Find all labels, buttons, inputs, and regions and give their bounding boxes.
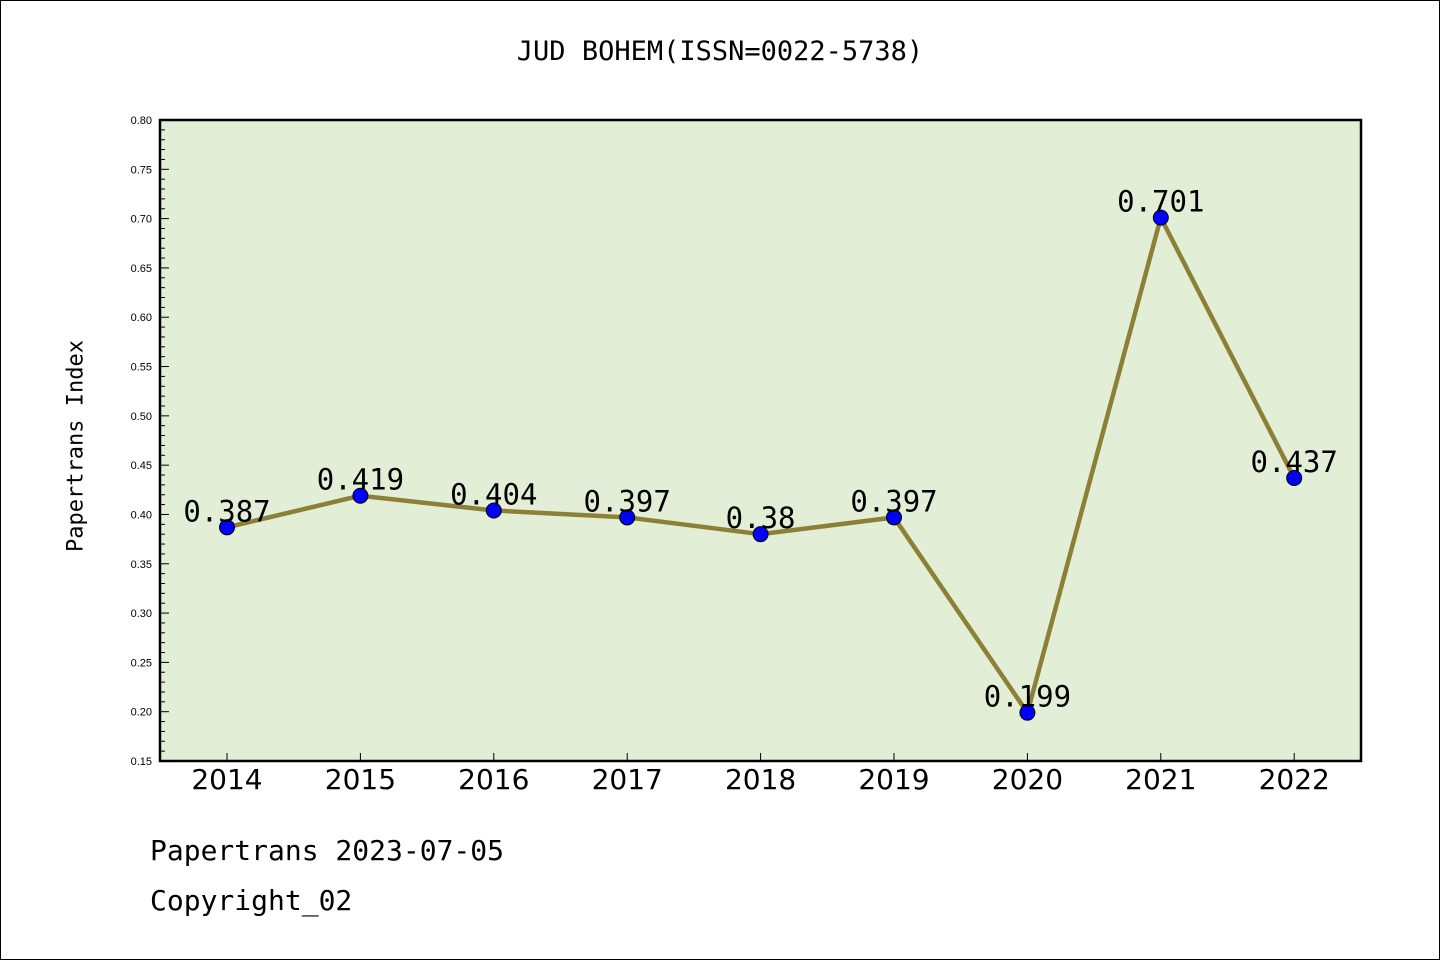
y-tick-label: 0.20: [131, 707, 152, 719]
data-point: [219, 519, 235, 536]
y-axis: 0.15 0.20 0.25 0.30 0.35 0.40 0.45 0.50 0.55 0.60…: [131, 115, 169, 768]
x-tick-label: 2022: [1259, 763, 1330, 796]
data-point: [1019, 704, 1036, 721]
y-tick-label: 0.55: [131, 362, 152, 374]
y-tick-label: 0.40: [131, 509, 152, 521]
y-tick-label: 0.75: [131, 164, 152, 176]
x-tick-label: 2020: [992, 763, 1063, 796]
data-point: [352, 487, 369, 504]
data-label: 0.404: [450, 478, 537, 512]
series: [219, 209, 1303, 721]
data-point: [886, 509, 902, 526]
plot-area: [158, 118, 1363, 763]
data-label: 0.199: [984, 680, 1071, 714]
y-tick-label: 0.15: [131, 756, 152, 768]
data-label: 0.397: [850, 484, 937, 518]
x-tick-label: 2019: [858, 763, 929, 796]
y-tick-label: 0.25: [131, 657, 152, 669]
data-labels: 0.387 0.419 0.404 0.397 0.38 0.397 0.199 0.701 0…: [183, 185, 1338, 714]
data-point: [485, 502, 502, 519]
y-tick-label: 0.65: [131, 263, 152, 275]
data-label: 0.38: [726, 501, 796, 535]
y-tick-label: 0.60: [131, 312, 152, 324]
data-label: 0.701: [1117, 185, 1204, 219]
x-axis: 2014 2015 2016 2017 2018 2019 2020 2021 2022: [191, 753, 1330, 796]
y-tick-label: 0.80: [131, 115, 152, 127]
y-tick-label: 0.45: [131, 460, 152, 472]
x-tick-label: 2018: [725, 763, 796, 796]
y-tick-label: 0.35: [131, 559, 152, 571]
data-point: [1152, 209, 1169, 226]
x-tick-label: 2021: [1125, 763, 1196, 796]
x-tick-label: 2016: [458, 763, 529, 796]
x-tick-label: 2014: [191, 763, 262, 796]
data-label: 0.387: [183, 494, 270, 528]
chart-title: JUD BOHEM(ISSN=0022-5738): [516, 36, 924, 67]
data-point: [1286, 469, 1303, 486]
data-label: 0.419: [317, 463, 404, 497]
data-label: 0.437: [1251, 445, 1338, 479]
footer-copyright: Copyright_02: [150, 884, 353, 917]
data-label: 0.397: [584, 484, 671, 518]
y-tick-label: 0.50: [131, 411, 152, 423]
y-tick-label: 0.30: [131, 608, 152, 620]
x-tick-label: 2015: [325, 763, 396, 796]
x-tick-label: 2017: [592, 763, 663, 796]
data-point: [619, 509, 636, 526]
y-tick-label: 0.70: [131, 214, 152, 226]
data-point: [752, 526, 769, 543]
footer-date: Papertrans 2023-07-05: [150, 834, 505, 867]
